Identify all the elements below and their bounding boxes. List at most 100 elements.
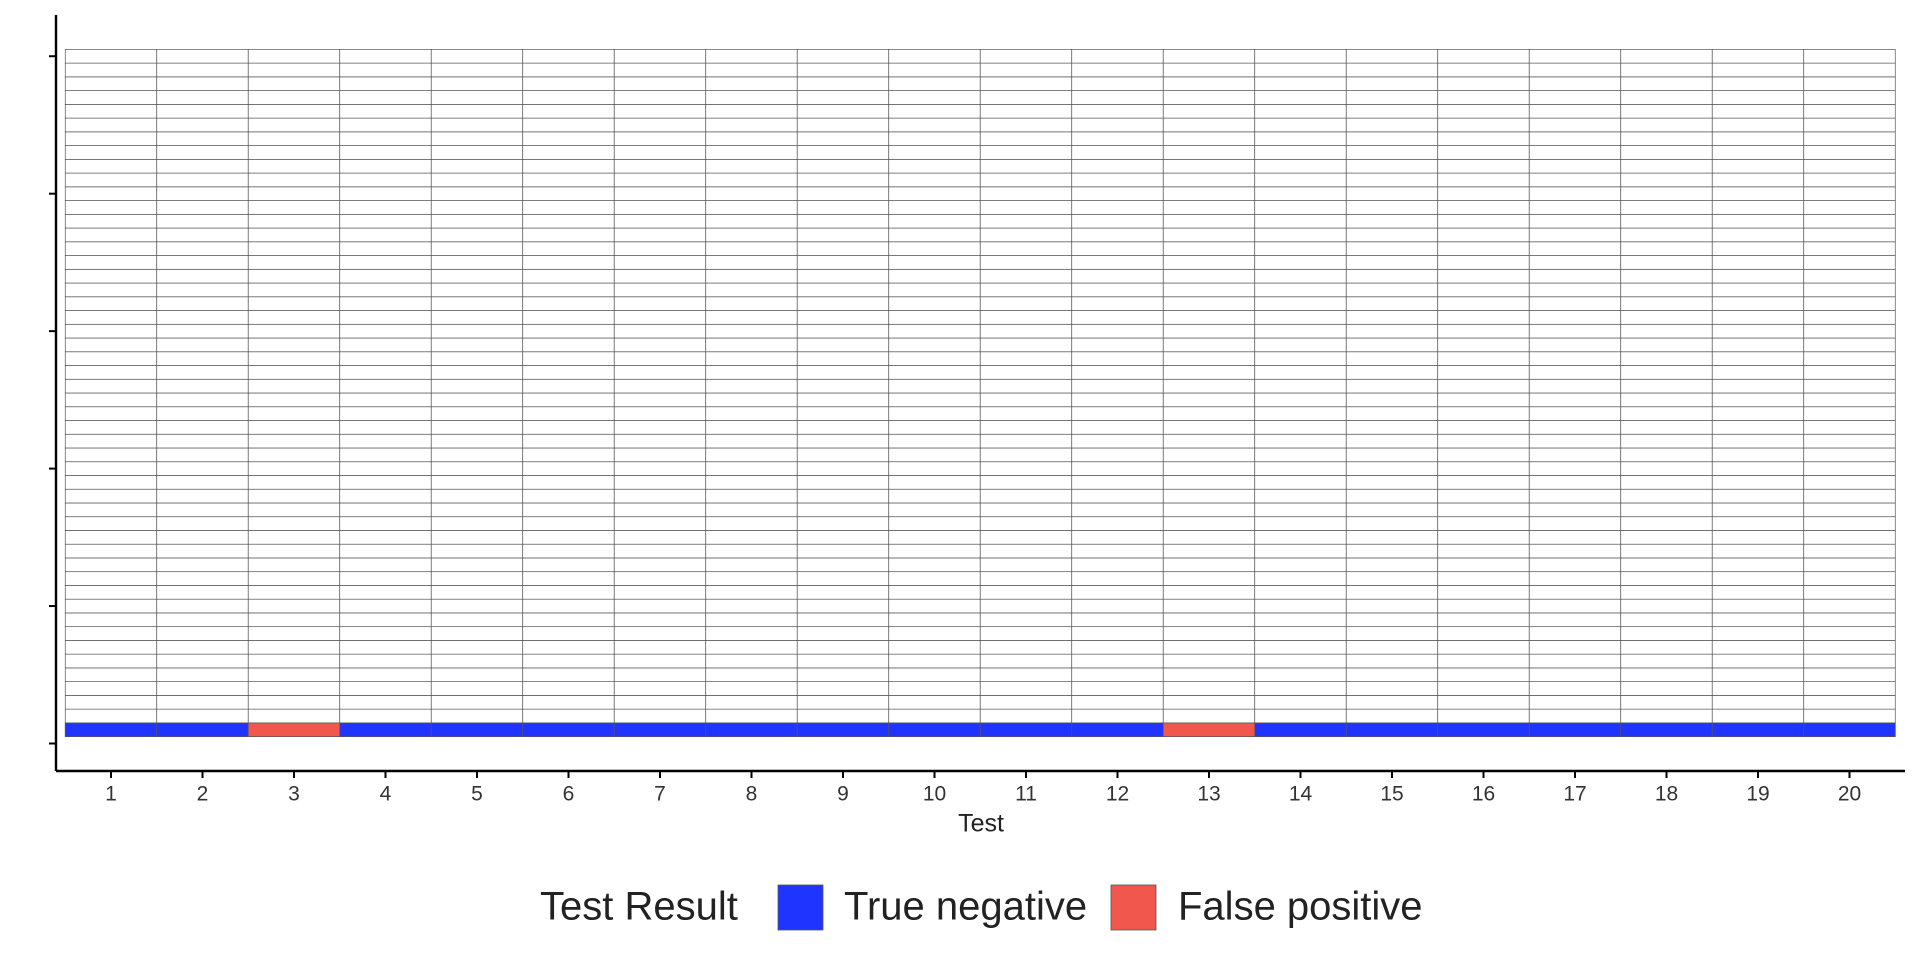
empty-tile xyxy=(979,667,1073,683)
empty-tile xyxy=(1345,241,1439,256)
empty-tile xyxy=(1071,131,1164,146)
empty-tile xyxy=(1803,282,1896,298)
empty-tile xyxy=(156,268,249,284)
x-tick-label: 9 xyxy=(837,783,849,806)
empty-tile xyxy=(1437,571,1530,586)
empty-tile xyxy=(430,186,524,201)
empty-tile xyxy=(522,475,615,490)
empty-tile xyxy=(1620,131,1713,146)
empty-tile xyxy=(1254,461,1347,476)
empty-tile xyxy=(1528,406,1622,421)
empty-tile xyxy=(156,213,249,229)
empty-tile xyxy=(1620,626,1713,641)
empty-tile xyxy=(1803,488,1896,504)
tile xyxy=(1437,722,1530,737)
empty-tile xyxy=(979,447,1073,463)
empty-tile xyxy=(705,626,798,641)
empty-tile xyxy=(979,76,1073,91)
empty-tile xyxy=(1071,296,1164,311)
empty-tile xyxy=(64,282,158,298)
x-tick-label: 11 xyxy=(1015,783,1037,806)
empty-tile xyxy=(888,640,981,655)
empty-tile xyxy=(1711,200,1805,215)
empty-tile xyxy=(1711,598,1805,614)
empty-tile xyxy=(1162,406,1256,421)
empty-tile xyxy=(1528,117,1622,133)
empty-tile xyxy=(156,667,249,683)
empty-tile xyxy=(1803,571,1896,586)
empty-tile xyxy=(1711,49,1805,64)
empty-tile xyxy=(1620,543,1713,559)
empty-tile xyxy=(613,49,707,64)
empty-tile xyxy=(430,557,524,573)
empty-tile xyxy=(156,543,249,559)
empty-tile xyxy=(1254,392,1347,408)
empty-tile xyxy=(1254,516,1347,531)
empty-tile xyxy=(705,186,798,201)
empty-tile xyxy=(1711,502,1805,518)
empty-tile xyxy=(1528,502,1622,518)
empty-tile xyxy=(1071,447,1164,463)
empty-tile xyxy=(888,268,981,284)
empty-tile xyxy=(796,392,890,408)
empty-tile xyxy=(247,186,341,201)
empty-tile xyxy=(1620,667,1713,683)
empty-tile xyxy=(613,626,707,641)
empty-tile xyxy=(1711,626,1805,641)
empty-tile xyxy=(979,310,1073,325)
empty-tile xyxy=(1803,626,1896,641)
empty-tile xyxy=(522,378,615,394)
empty-tile xyxy=(705,640,798,655)
empty-tile xyxy=(522,543,615,559)
empty-tile xyxy=(1071,571,1164,586)
empty-tile xyxy=(522,708,615,724)
empty-tile xyxy=(1254,378,1347,394)
empty-tile xyxy=(1803,145,1896,160)
empty-tile xyxy=(339,543,432,559)
empty-tile xyxy=(796,351,890,366)
empty-tile xyxy=(1620,447,1713,463)
empty-tile xyxy=(1620,392,1713,408)
empty-tile xyxy=(613,598,707,614)
empty-tile xyxy=(247,626,341,641)
empty-tile xyxy=(339,557,432,573)
empty-tile xyxy=(1162,158,1256,174)
empty-tile xyxy=(613,200,707,215)
empty-tile xyxy=(796,49,890,64)
empty-tile xyxy=(430,213,524,229)
empty-tile xyxy=(796,282,890,298)
empty-tile xyxy=(1711,543,1805,559)
empty-tile xyxy=(1162,392,1256,408)
empty-tile xyxy=(156,296,249,311)
empty-tile xyxy=(1528,378,1622,394)
empty-tile xyxy=(1345,49,1439,64)
empty-tile xyxy=(1437,530,1530,545)
empty-tile xyxy=(1711,653,1805,669)
empty-tile xyxy=(796,612,890,628)
empty-tile xyxy=(1803,433,1896,449)
empty-tile xyxy=(796,571,890,586)
empty-tile xyxy=(1071,640,1164,655)
empty-tile xyxy=(1071,488,1164,504)
empty-tile xyxy=(1711,296,1805,311)
empty-tile xyxy=(64,337,158,353)
empty-tile xyxy=(1437,337,1530,353)
x-tick-label: 7 xyxy=(654,783,666,806)
empty-tile xyxy=(247,695,341,710)
empty-tile xyxy=(796,530,890,545)
empty-tile xyxy=(796,172,890,188)
empty-tile xyxy=(1711,488,1805,504)
empty-tile xyxy=(522,557,615,573)
empty-tile xyxy=(705,365,798,380)
empty-tile xyxy=(1620,351,1713,366)
empty-tile xyxy=(613,172,707,188)
empty-tile xyxy=(430,461,524,476)
empty-tile xyxy=(1437,543,1530,559)
empty-tile xyxy=(613,117,707,133)
empty-tile xyxy=(613,543,707,559)
empty-tile xyxy=(339,612,432,628)
empty-tile xyxy=(613,447,707,463)
tile xyxy=(1803,722,1896,737)
empty-tile xyxy=(705,131,798,146)
empty-tile xyxy=(1620,49,1713,64)
